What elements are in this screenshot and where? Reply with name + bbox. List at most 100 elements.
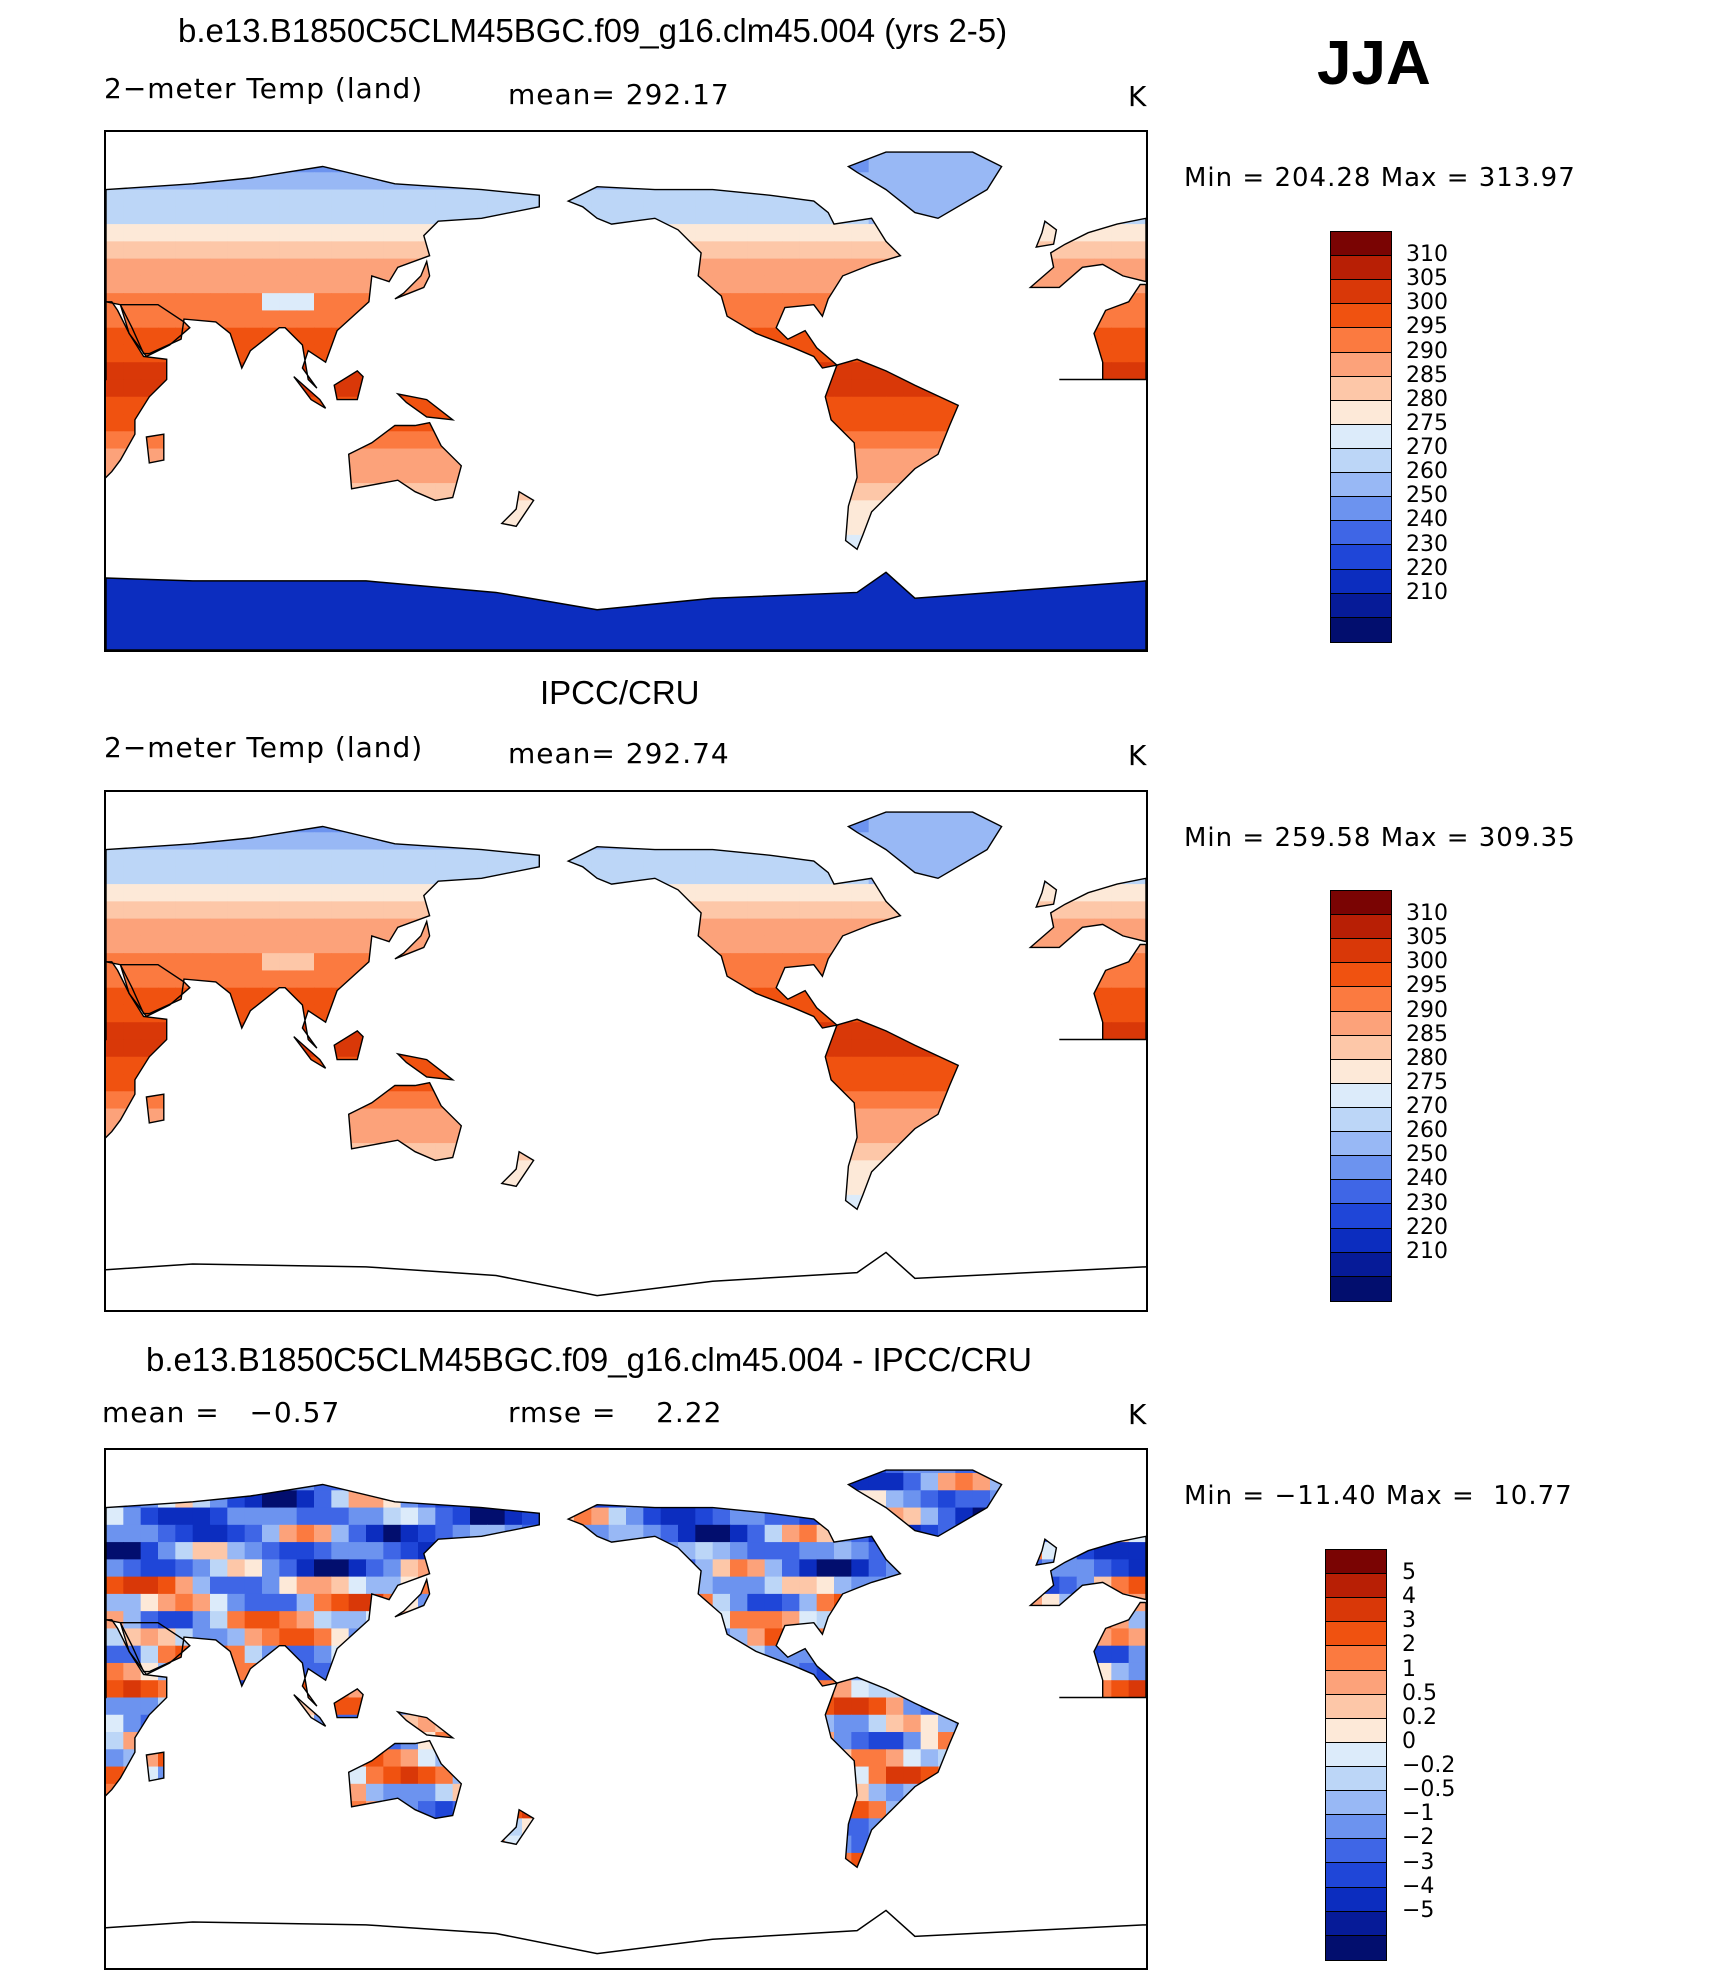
colorbar-tick-label: 230	[1406, 531, 1448, 557]
panel-3-mean-label: mean = −0.57	[102, 1396, 341, 1429]
coastline-newguinea	[395, 392, 456, 421]
colorbar-tick-label: 0	[1402, 1728, 1416, 1754]
land-color-field	[106, 152, 1146, 550]
panel-1-mean-label: mean= 292.17	[508, 78, 730, 111]
panel-3-min-max: Min = −11.40 Max = 10.77	[1184, 1481, 1573, 1511]
coastline-sumatra	[293, 1036, 327, 1069]
colorbar-tick-label: −3	[1402, 1849, 1435, 1875]
colorbar-swatch	[1331, 1180, 1391, 1205]
colorbar-swatch	[1331, 328, 1391, 353]
colorbar-tick-label: 230	[1406, 1190, 1448, 1216]
coastline-eurasia	[106, 825, 540, 1049]
colorbar-tick-label: 280	[1406, 1045, 1448, 1071]
panel-1-unit-label: K	[1128, 80, 1148, 113]
colorbar-tick-label: 300	[1406, 290, 1448, 316]
panel-3-colorbar-ticks: 5 4 3 2 1 0.5 0.2 0 −0.2 −0.5 −1 −2 −3 −4 −5	[1402, 1549, 1482, 1959]
panel-1-variable-label: 2−meter Temp (land)	[104, 72, 424, 105]
colorbar-swatch	[1331, 963, 1391, 988]
colorbar-swatch	[1326, 1646, 1386, 1671]
coastlines	[106, 1469, 1146, 1869]
colorbar-tick-label: 220	[1406, 1214, 1448, 1240]
coastline-europewest	[1028, 1535, 1146, 1607]
panel-2-mean-label: mean= 292.74	[508, 737, 730, 770]
coastline-europewest	[1028, 877, 1146, 949]
coastline-greenland	[846, 151, 1003, 220]
coastline-borneo	[333, 370, 364, 401]
coastline-japan	[394, 919, 431, 960]
coastline-borneo	[333, 1030, 364, 1061]
panel-3-map	[104, 1448, 1148, 1970]
colorbar-swatch	[1331, 473, 1391, 498]
coastline-southamerica	[824, 1676, 960, 1869]
colorbar-tick-label: 270	[1406, 435, 1448, 461]
colorbar-swatch	[1331, 891, 1391, 916]
colorbar-tick-label: 280	[1406, 386, 1448, 412]
coastlines	[106, 151, 1146, 551]
panel-2-title: IPCC/CRU	[540, 674, 700, 711]
coastline-madagascar	[145, 1751, 165, 1782]
coastline-sumatra	[293, 1694, 327, 1727]
colorbar-tick-label: 285	[1406, 362, 1448, 388]
coastlines	[106, 811, 1146, 1211]
colorbar-swatch	[1331, 424, 1391, 449]
coastline-australia	[347, 1739, 463, 1820]
coastline-northamerica	[566, 185, 902, 369]
coastline-borneo	[333, 1688, 364, 1719]
colorbar-tick-label: −0.2	[1402, 1753, 1456, 1779]
colorbar-tick-label: −2	[1402, 1825, 1435, 1851]
coastline-eurasia	[106, 165, 540, 389]
panel-2-colorbar	[1330, 890, 1392, 1302]
colorbar-tick-label: 285	[1406, 1021, 1448, 1047]
coastline-madagascar	[145, 1093, 165, 1124]
colorbar-tick-label: −4	[1402, 1873, 1435, 1899]
colorbar-swatch	[1331, 1204, 1391, 1229]
colorbar-swatch	[1331, 987, 1391, 1012]
colorbar-tick-label: 210	[1406, 579, 1448, 605]
colorbar-tick-label: −1	[1402, 1801, 1435, 1827]
colorbar-tick-label: 275	[1406, 410, 1448, 436]
colorbar-tick-label: 295	[1406, 314, 1448, 340]
colorbar-swatch	[1326, 1935, 1386, 1960]
coastline-africa	[106, 1619, 168, 1797]
colorbar-swatch	[1331, 497, 1391, 522]
coastline-uk	[1035, 880, 1058, 908]
colorbar-swatch	[1326, 1694, 1386, 1719]
colorbar-swatch	[1331, 1083, 1391, 1108]
colorbar-swatch	[1331, 939, 1391, 964]
colorbar-tick-label: 250	[1406, 1142, 1448, 1168]
colorbar-swatch	[1326, 1815, 1386, 1840]
colorbar-swatch	[1326, 1766, 1386, 1792]
colorbar-swatch	[1326, 1622, 1386, 1647]
colorbar-swatch	[1326, 1863, 1386, 1888]
panel-3-title: b.e13.B1850C5CLM45BGC.f09_g16.clm45.004 …	[146, 1341, 1032, 1378]
colorbar-swatch	[1331, 400, 1391, 425]
coastline-africawest	[1059, 283, 1146, 381]
coastline-arabia	[119, 964, 191, 1018]
colorbar-swatch	[1331, 1252, 1391, 1277]
land-color-field	[106, 812, 1146, 1210]
colorbar-swatch	[1331, 448, 1391, 474]
coastline-nz	[500, 1150, 535, 1188]
coastline-newguinea	[395, 1052, 456, 1081]
antarctica-coastline	[106, 1909, 1146, 1955]
colorbar-swatch	[1326, 1598, 1386, 1623]
colorbar-tick-label: 300	[1406, 949, 1448, 975]
colorbar-swatch	[1331, 256, 1391, 281]
coastline-greenland	[846, 811, 1003, 880]
panel-3-rmse-label: rmse = 2.22	[508, 1396, 723, 1429]
colorbar-tick-label: 0.2	[1402, 1704, 1437, 1730]
coastline-nz	[500, 1808, 535, 1846]
coastline-madagascar	[145, 433, 165, 464]
coastline-africa	[106, 301, 168, 479]
panel-3-unit-label: K	[1128, 1398, 1148, 1431]
colorbar-swatch	[1326, 1839, 1386, 1864]
colorbar-swatch	[1331, 1107, 1391, 1133]
colorbar-swatch	[1326, 1574, 1386, 1599]
colorbar-swatch	[1331, 304, 1391, 329]
colorbar-tick-label: 260	[1406, 1118, 1448, 1144]
colorbar-swatch	[1326, 1887, 1386, 1912]
colorbar-tick-label: 240	[1406, 1166, 1448, 1192]
colorbar-tick-label: 0.5	[1402, 1680, 1437, 1706]
panel-1-map	[104, 130, 1148, 652]
colorbar-swatch	[1326, 1550, 1386, 1575]
